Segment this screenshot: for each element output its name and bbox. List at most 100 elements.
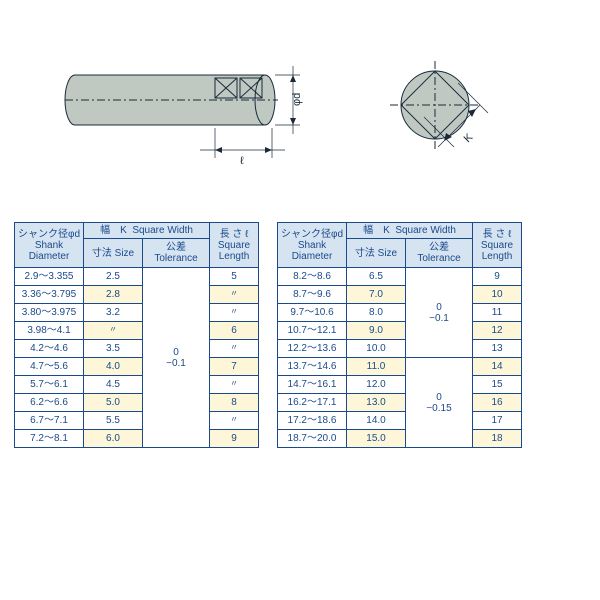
cell: 3.80～3.975 — [15, 304, 84, 322]
cell: 15 — [473, 376, 522, 394]
cell: 5.7～6.1 — [15, 376, 84, 394]
cell: 4.7～5.6 — [15, 358, 84, 376]
cell: 3.36～3.795 — [15, 286, 84, 304]
label-phi-d: φd — [291, 93, 303, 106]
cell: 3.98～4.1 — [15, 322, 84, 340]
hdr-size: 寸法 Size — [84, 239, 143, 268]
cell: 5.0 — [84, 394, 143, 412]
cell: 15.0 — [347, 430, 406, 448]
table-row: 3.98～4.1〃 6 — [15, 322, 259, 340]
hdr-diameter: シャンク径φdShankDiameter — [278, 223, 347, 268]
cell: 〃 — [210, 286, 259, 304]
cell: 3.2 — [84, 304, 143, 322]
cell: 14.7～16.1 — [278, 376, 347, 394]
table-row: 16.2～17.113.0 16 — [278, 394, 522, 412]
table-row: 6.7～7.15.5 〃 — [15, 412, 259, 430]
hdr-size: 寸法 Size — [347, 239, 406, 268]
table-row: 5.7～6.14.5 〃 — [15, 376, 259, 394]
cell: 14.0 — [347, 412, 406, 430]
cell: 2.8 — [84, 286, 143, 304]
cell: 12.0 — [347, 376, 406, 394]
cell: 16.2～17.1 — [278, 394, 347, 412]
table-row: 3.80～3.9753.2 〃 — [15, 304, 259, 322]
cell: 12.2～13.6 — [278, 340, 347, 358]
cell: 2.5 — [84, 268, 143, 286]
table-row: 4.2～4.63.5〃 — [15, 340, 259, 358]
cell: 13 — [473, 340, 522, 358]
cell: 3.5 — [84, 340, 143, 358]
table-row: 13.7～14.611.00−0.1514 — [278, 358, 522, 376]
cell: 〃 — [210, 376, 259, 394]
table-row: 8.7～9.67.0 10 — [278, 286, 522, 304]
tolerance-cell: 0−0.1 — [406, 268, 473, 358]
label-l: ℓ — [240, 155, 244, 167]
cell: 10.7～12.1 — [278, 322, 347, 340]
end-view: K — [380, 55, 540, 195]
cell: 6.7～7.1 — [15, 412, 84, 430]
cell: 13.0 — [347, 394, 406, 412]
table-row: 3.36～3.7952.8 〃 — [15, 286, 259, 304]
cell: 12 — [473, 322, 522, 340]
hdr-length: 長 さ ℓSquareLength — [210, 223, 259, 268]
cell: 〃 — [210, 412, 259, 430]
cell: 18 — [473, 430, 522, 448]
tolerance-cell: 0−0.1 — [143, 268, 210, 448]
cell: 10 — [473, 286, 522, 304]
technical-drawing: φd ℓ K — [0, 0, 600, 200]
cell: 16 — [473, 394, 522, 412]
cell: 17 — [473, 412, 522, 430]
table-row: 8.2～8.66.50−0.19 — [278, 268, 522, 286]
cell: 4.0 — [84, 358, 143, 376]
cell: 9 — [210, 430, 259, 448]
cell: 7 — [210, 358, 259, 376]
side-view: φd ℓ — [60, 60, 320, 190]
cell: 6.2～6.6 — [15, 394, 84, 412]
table-row: 7.2～8.16.0 9 — [15, 430, 259, 448]
table-row: 9.7～10.68.0 11 — [278, 304, 522, 322]
cell: 10.0 — [347, 340, 406, 358]
table-row: 14.7～16.112.0 15 — [278, 376, 522, 394]
cell: 8.0 — [347, 304, 406, 322]
cell: 〃 — [84, 322, 143, 340]
table-row: 12.2～13.610.0 13 — [278, 340, 522, 358]
hdr-tolerance: 公差 Tolerance — [406, 239, 473, 268]
cell: 18.7～20.0 — [278, 430, 347, 448]
hdr-length: 長 さ ℓSquareLength — [473, 223, 522, 268]
table-row: 4.7～5.64.0 7 — [15, 358, 259, 376]
cell: 11 — [473, 304, 522, 322]
label-K: K — [462, 131, 476, 145]
cell: 6 — [210, 322, 259, 340]
hdr-diameter: シャンク径φdShankDiameter — [15, 223, 84, 268]
cell: 6.0 — [84, 430, 143, 448]
cell: 14 — [473, 358, 522, 376]
cell: 8.2～8.6 — [278, 268, 347, 286]
table-row: 10.7～12.19.0 12 — [278, 322, 522, 340]
tolerance-cell: 0−0.15 — [406, 358, 473, 448]
cell: 8 — [210, 394, 259, 412]
table-row: 18.7～20.015.0 18 — [278, 430, 522, 448]
cell: 7.0 — [347, 286, 406, 304]
cell: 11.0 — [347, 358, 406, 376]
cell: 9 — [473, 268, 522, 286]
hdr-width: 幅 K Square Width — [84, 223, 210, 239]
spec-table-b: シャンク径φdShankDiameter 幅 K Square Width 長 … — [277, 222, 522, 448]
cell: 〃 — [210, 340, 259, 358]
table-row: 6.2～6.65.0 8 — [15, 394, 259, 412]
spec-tables: シャンク径φdShankDiameter 幅 K Square Width 長 … — [0, 200, 600, 448]
cell: 8.7～9.6 — [278, 286, 347, 304]
hdr-width: 幅 K Square Width — [347, 223, 473, 239]
cell: 9.0 — [347, 322, 406, 340]
cell: 2.9～3.355 — [15, 268, 84, 286]
cell: 5 — [210, 268, 259, 286]
cell: 4.5 — [84, 376, 143, 394]
hdr-tolerance: 公差 Tolerance — [143, 239, 210, 268]
cell: 6.5 — [347, 268, 406, 286]
cell: 〃 — [210, 304, 259, 322]
cell: 17.2～18.6 — [278, 412, 347, 430]
cell: 9.7～10.6 — [278, 304, 347, 322]
table-row: 17.2～18.614.0 17 — [278, 412, 522, 430]
cell: 13.7～14.6 — [278, 358, 347, 376]
table-row: 2.9～3.3552.50−0.15 — [15, 268, 259, 286]
cell: 5.5 — [84, 412, 143, 430]
cell: 7.2～8.1 — [15, 430, 84, 448]
